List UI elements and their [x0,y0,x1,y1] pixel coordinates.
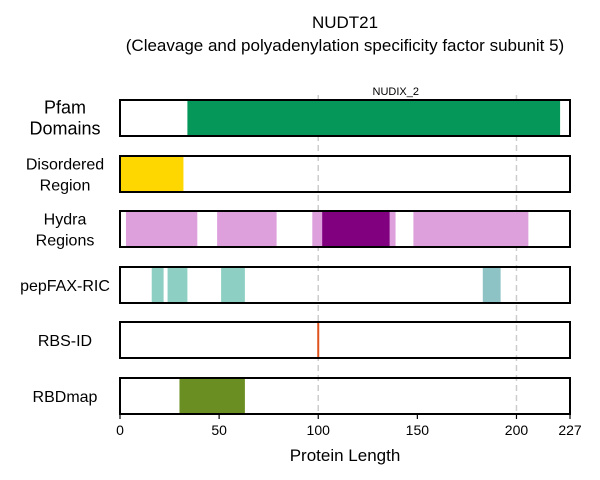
segment-3-2 [221,268,245,302]
track-2: Hydra Regions [36,210,571,250]
segment-1-0 [120,157,184,191]
segment-2-1 [217,212,277,246]
track-label-2-1: Regions [36,233,95,250]
track-4: RBS-ID [38,321,571,359]
track-label-1-0: Disordered [26,157,104,174]
track-frame-5 [119,377,571,415]
segment-0-0 [187,101,561,135]
x-tick-label-150: 150 [406,422,430,438]
x-tick-label-50: 50 [211,422,227,438]
segment-label-0-0: NUDIX_2 [373,86,419,98]
x-tick-label-200: 200 [505,422,529,438]
track-label-0-1: Domains [29,119,100,139]
track-label-3-0: pepFAX-RIC [20,278,110,295]
track-frame-4 [119,321,571,359]
x-axis-label: Protein Length [290,446,401,465]
track-frame-3 [119,266,571,304]
track-label-5-0: RBDmap [33,389,98,406]
segment-3-0 [151,268,164,302]
segment-5-0 [179,379,245,413]
x-tick-label-100: 100 [307,422,331,438]
segment-4-0 [317,323,320,357]
track-frame-1 [119,155,571,193]
segment-2-3 [322,212,390,246]
track-3: pepFAX-RIC [20,266,571,304]
x-tick-label-227: 227 [558,422,582,438]
track-1: Disordered Region [26,155,571,195]
segment-3-1 [167,268,188,302]
track-frame-2 [119,210,571,248]
segment-3-3 [482,268,501,302]
track-label-0-0: Pfam [44,98,86,118]
track-5: RBDmap [33,377,571,415]
chart-subtitle: (Cleavage and polyadenylation specificit… [126,36,564,55]
track-label-4-0: RBS-ID [38,333,92,350]
x-tick-label-0: 0 [116,422,124,438]
track-frame-0 [119,99,571,137]
track-label-1-1: Region [40,178,91,195]
gridlines [317,95,518,414]
x-axis: 0 50 100 150 200 227 [116,414,582,438]
segment-2-4 [413,212,529,246]
track-label-2-0: Hydra [44,212,87,229]
segment-2-0 [125,212,198,246]
chart-title: NUDT21 [312,13,378,32]
